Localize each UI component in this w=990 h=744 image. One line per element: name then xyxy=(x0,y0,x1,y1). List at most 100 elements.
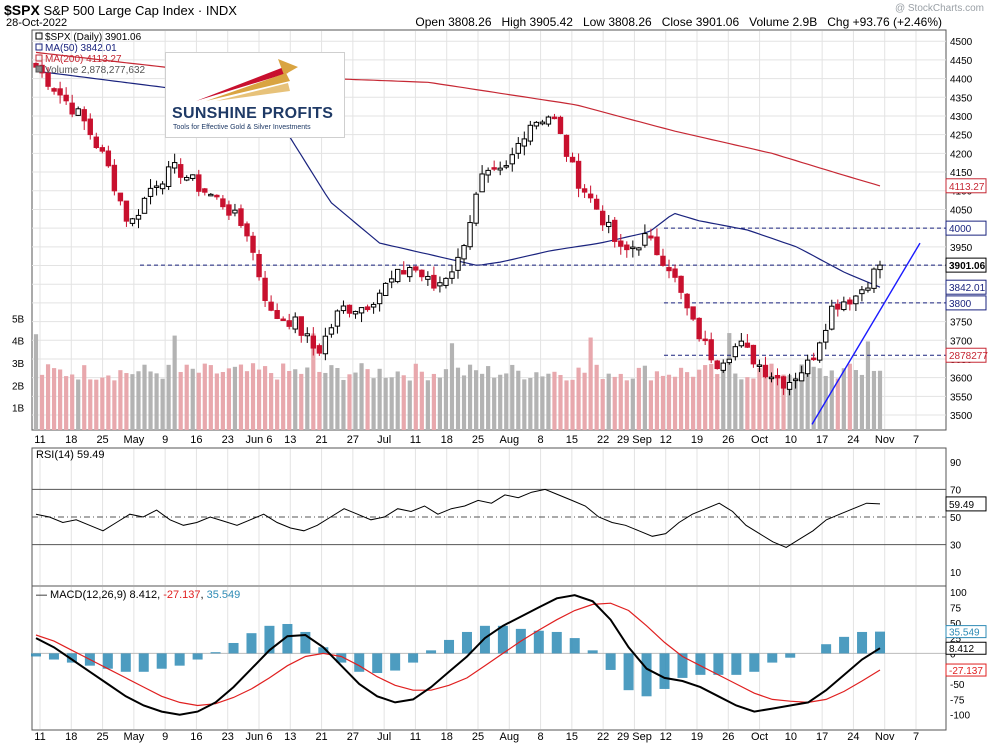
x-tick-label: 18 xyxy=(65,731,77,743)
rsi-panel: 10 30 50 70 90 RSI(14) 59.49 59.49 xyxy=(31,447,987,587)
candle-body xyxy=(407,267,413,278)
x-tick-label: 25 xyxy=(96,434,108,446)
volume-bar xyxy=(793,378,798,430)
candle-body xyxy=(618,240,624,247)
macd-title-part: -27.137 xyxy=(163,589,200,601)
candle-body xyxy=(847,299,853,305)
x-tick-label: 27 xyxy=(347,434,359,446)
rsi-tick-label: 50 xyxy=(950,513,962,524)
volume-bar xyxy=(576,367,581,430)
value-tag-box xyxy=(945,257,987,273)
x-tick-label: Jul xyxy=(377,731,391,743)
x-tick-label: Jun 6 xyxy=(246,434,273,446)
volume-bar xyxy=(178,371,183,430)
volume-bar xyxy=(184,364,189,430)
volume-bar xyxy=(829,370,834,430)
volume-bar xyxy=(799,364,804,430)
x-tick-label: 24 xyxy=(847,434,859,446)
volume-bar xyxy=(299,373,304,430)
volume-bar xyxy=(691,376,696,430)
trend-line xyxy=(811,242,921,425)
macd-histogram-bar xyxy=(857,631,868,654)
macd-title-part: 8.412 xyxy=(130,589,158,601)
candle-body xyxy=(51,88,57,92)
volume-bar xyxy=(763,370,768,430)
volume-bar xyxy=(353,372,358,430)
legend-entry: MA(200) 4113.27 xyxy=(45,54,122,65)
x-tick-label: 9 xyxy=(162,434,168,446)
volume-bar xyxy=(588,337,593,430)
y-tick-label: 4500 xyxy=(950,37,973,48)
volume-bar xyxy=(709,363,714,430)
candle-body xyxy=(388,278,395,283)
volume-bar xyxy=(329,365,334,430)
candle-body xyxy=(358,307,365,314)
candle-body xyxy=(539,121,546,125)
candle-body xyxy=(678,275,684,293)
volume-bar xyxy=(413,363,418,430)
volume-bar xyxy=(377,368,382,430)
x-tick-label: 9 xyxy=(162,731,168,743)
candle-body xyxy=(817,342,823,361)
macd-histogram-bar xyxy=(713,653,724,675)
candle-body xyxy=(184,176,190,181)
volume-bar xyxy=(70,374,75,430)
candle-body xyxy=(835,303,841,310)
rsi-tick-label: 70 xyxy=(950,485,962,496)
x-tick-label: 21 xyxy=(315,731,327,743)
macd-title-part: , xyxy=(157,589,163,601)
candle-body xyxy=(159,183,166,190)
macd-histogram-bar xyxy=(66,653,77,663)
macd-title: — MACD(12,26,9) 8.412, -27.137, 35.549 xyxy=(36,589,240,601)
candle-body xyxy=(768,376,775,380)
candle-body xyxy=(521,138,528,147)
x-tick-label: Oct xyxy=(751,731,768,743)
volume-bar xyxy=(335,368,340,430)
value-tag-box xyxy=(945,178,987,194)
candle-body xyxy=(382,282,389,296)
candle-body xyxy=(720,362,726,371)
volume-bar xyxy=(136,371,141,430)
volume-bar xyxy=(118,370,123,430)
rsi-value-tag-box xyxy=(945,496,987,512)
volume-bar xyxy=(100,377,105,430)
macd-histogram-bar xyxy=(623,653,634,691)
macd-histogram-bar xyxy=(569,638,580,654)
volume-bar xyxy=(365,369,370,430)
volume-bar xyxy=(648,380,654,430)
volume-bar xyxy=(751,378,756,430)
candle-body xyxy=(823,329,829,343)
macd-histogram-bar xyxy=(318,647,329,654)
candle-body xyxy=(798,372,805,382)
candle-body xyxy=(455,256,461,271)
volume-bar xyxy=(311,333,316,430)
candle-body xyxy=(865,287,871,291)
volume-bar xyxy=(431,373,436,430)
x-tick-label: 25 xyxy=(472,434,484,446)
volume-bar xyxy=(76,379,81,430)
x-tick-label: 22 xyxy=(597,434,609,446)
x-tick-label: 11 xyxy=(410,434,421,446)
candle-body xyxy=(141,197,148,214)
macd-histogram-bar xyxy=(390,653,401,671)
candle-body xyxy=(871,268,877,289)
logo-rays-icon xyxy=(196,59,298,101)
volume-bar xyxy=(419,371,424,430)
volume-bar xyxy=(528,377,533,430)
candle-body xyxy=(334,310,341,327)
volume-bar xyxy=(371,378,376,430)
candle-body xyxy=(316,345,323,354)
y-tick-label: 4450 xyxy=(950,56,973,67)
x-tick-label: Nov xyxy=(875,434,895,446)
candle-body xyxy=(190,174,196,179)
volume-bar xyxy=(425,380,430,430)
macd-tick-label: 50 xyxy=(950,619,962,630)
volume-bar xyxy=(835,378,840,430)
candle-body xyxy=(226,204,232,216)
volume-bar xyxy=(45,364,51,430)
candle-body xyxy=(786,381,793,390)
candle-body xyxy=(461,245,467,260)
volume-bar xyxy=(317,371,322,430)
candle-body xyxy=(117,192,124,202)
y-tick-label: 3700 xyxy=(950,336,973,347)
